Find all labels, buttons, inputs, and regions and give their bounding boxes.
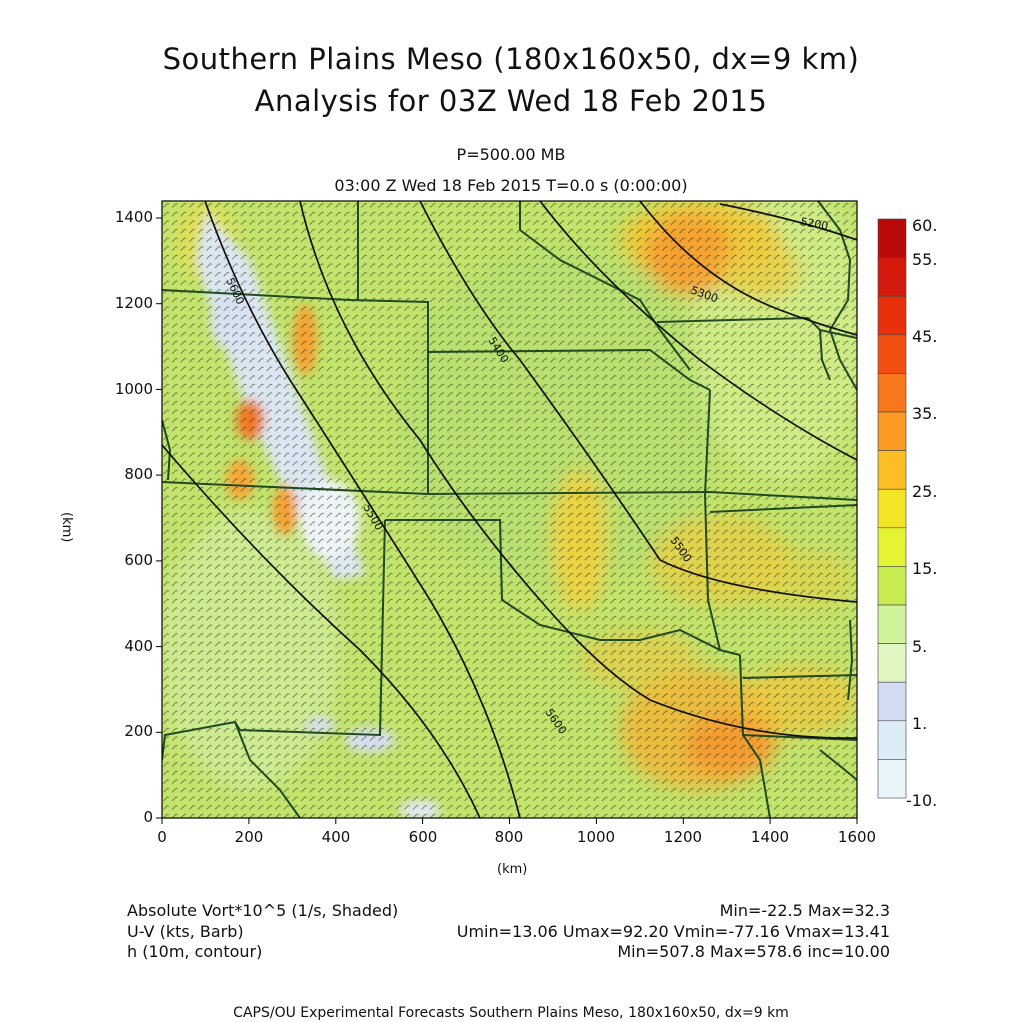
legend-field-vorticity: Absolute Vort*10^5 (1/s, Shaded) [127, 901, 399, 920]
y-tick-label: 0 [143, 808, 153, 826]
colorbar-swatch [877, 373, 907, 413]
legend-field-height: h (10m, contour) [127, 942, 263, 961]
colorbar-swatch [877, 566, 907, 606]
colorbar-label: 60. [912, 216, 938, 235]
x-tick-label: 800 [494, 828, 524, 846]
colorbar-swatch [877, 411, 907, 451]
legend-stats-vorticity: Min=-22.5 Max=32.3 [719, 901, 890, 920]
colorbar-swatch [877, 218, 907, 258]
map-subtitle: Analysis for 03Z Wed 18 Feb 2015 [254, 84, 768, 118]
colorbar-label: 5. [912, 637, 928, 656]
x-tick-label: 1000 [576, 828, 616, 846]
plot-frame [156, 200, 858, 824]
colorbar-label: 45. [912, 327, 938, 346]
y-tick-label: 1200 [114, 294, 153, 312]
colorbar-label: 55. [912, 250, 938, 269]
colorbar-swatch [877, 604, 907, 644]
colorbar-label: 1. [912, 714, 928, 733]
colorbar-swatch [877, 681, 907, 722]
legend-stats-wind: Umin=13.06 Umax=92.20 Vmin=-77.16 Vmax=1… [456, 922, 890, 941]
colorbar-swatch [877, 450, 907, 490]
y-tick-label: 800 [124, 465, 153, 483]
y-tick-label: 1400 [114, 208, 153, 226]
y-tick-label: 200 [124, 722, 153, 740]
x-axis-label: (km) [497, 862, 528, 877]
colorbar-swatch [877, 257, 907, 297]
pressure-level: P=500.00 MB [456, 145, 566, 164]
y-axis-label: (km) [59, 512, 74, 543]
x-tick-label: 600 [408, 828, 438, 846]
colorbar-label: 35. [912, 404, 938, 423]
footer-credit: CAPS/OU Experimental Forecasts Southern … [233, 1005, 789, 1021]
colorbar-swatch [877, 334, 907, 374]
valid-time: 03:00 Z Wed 18 Feb 2015 T=0.0 s (0:00:00… [334, 176, 688, 195]
colorbar-label: -10. [906, 791, 938, 810]
colorbar-swatch [877, 720, 907, 760]
colorbar-swatch [877, 527, 907, 567]
colorbar-swatch [877, 759, 907, 799]
x-tick-label: 1400 [750, 828, 790, 846]
legend-stats-height: Min=507.8 Max=578.6 inc=10.00 [617, 942, 890, 961]
colorbar-label: 25. [912, 482, 938, 501]
vorticity-shading [162, 201, 857, 818]
y-tick-label: 400 [124, 637, 153, 655]
legend-field-wind: U-V (kts, Barb) [127, 922, 244, 941]
colorbar-swatch [877, 643, 907, 683]
x-tick-label: 1200 [663, 828, 703, 846]
colorbar [877, 218, 907, 799]
contour-label: 5200 [799, 215, 829, 233]
colorbar-swatch [877, 488, 907, 529]
colorbar-label: 15. [912, 559, 938, 578]
height-contours [162, 201, 857, 818]
x-tick-label: 1600 [837, 828, 877, 846]
x-tick-label: 0 [157, 828, 167, 846]
x-tick-label: 400 [321, 828, 351, 846]
colorbar-swatch [877, 295, 907, 336]
x-tick-label: 200 [234, 828, 264, 846]
map-title: Southern Plains Meso (180x160x50, dx=9 k… [162, 42, 860, 76]
y-tick-label: 1000 [114, 380, 153, 398]
y-tick-label: 600 [124, 551, 153, 569]
